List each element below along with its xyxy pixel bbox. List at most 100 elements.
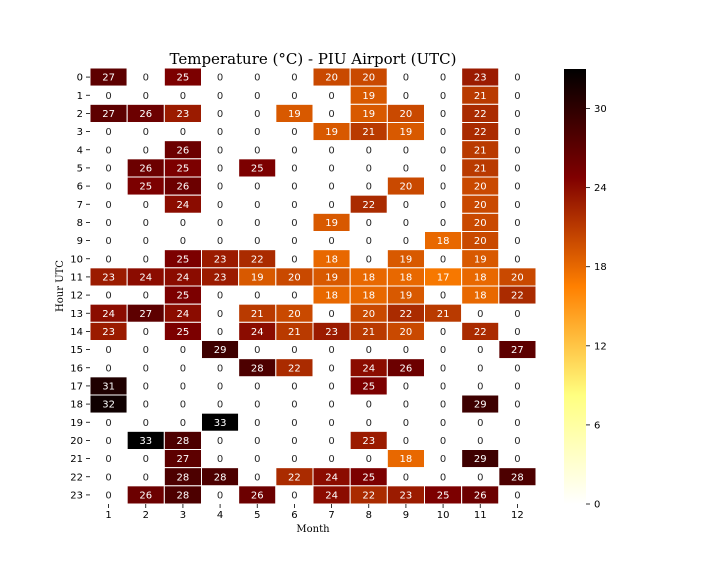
cell-value-label: 0 xyxy=(328,436,334,447)
cell-value-label: 20 xyxy=(474,200,487,211)
cell-value-label: 0 xyxy=(143,418,149,429)
x-tick-label: 12 xyxy=(511,510,524,521)
cell-value-label: 0 xyxy=(328,182,334,193)
y-tick-label: 4 xyxy=(77,145,83,156)
cell-value-label: 0 xyxy=(291,73,297,84)
cell-value-label: 0 xyxy=(105,454,111,465)
colorbar-tick-label: 0 xyxy=(594,500,600,511)
cell-value-label: 0 xyxy=(403,200,409,211)
x-axis-label: Month xyxy=(296,524,330,535)
y-axis-label: Hour UTC xyxy=(55,260,66,312)
cell-value-label: 0 xyxy=(254,418,260,429)
cell-value-label: 0 xyxy=(217,182,223,193)
cell-value-label: 0 xyxy=(254,200,260,211)
cell-value-label: 0 xyxy=(143,327,149,338)
x-tick-label: 6 xyxy=(291,510,297,521)
cell-value-label: 0 xyxy=(217,363,223,374)
cell-value-label: 0 xyxy=(105,145,111,156)
x-tick-label: 2 xyxy=(143,510,149,521)
colorbar-tick-label: 6 xyxy=(594,420,600,431)
cell-value-label: 26 xyxy=(400,363,413,374)
cell-value-label: 0 xyxy=(514,254,520,265)
cell-value-label: 0 xyxy=(217,400,223,411)
cell-value-label: 0 xyxy=(254,109,260,120)
cell-value-label: 21 xyxy=(474,163,487,174)
cell-value-label: 21 xyxy=(288,327,301,338)
cell-value-label: 0 xyxy=(328,345,334,356)
cell-value-label: 0 xyxy=(143,400,149,411)
x-tick-label: 4 xyxy=(217,510,223,521)
cell-value-label: 0 xyxy=(514,418,520,429)
cell-value-label: 0 xyxy=(514,73,520,84)
cell-value-label: 29 xyxy=(474,400,487,411)
cell-value-label: 0 xyxy=(254,91,260,102)
cell-value-label: 18 xyxy=(437,236,450,247)
cell-value-label: 0 xyxy=(403,163,409,174)
cell-value-label: 0 xyxy=(403,472,409,483)
cell-value-label: 0 xyxy=(105,363,111,374)
cell-value-label: 18 xyxy=(362,291,375,302)
cell-value-label: 23 xyxy=(102,272,115,283)
y-tick-label: 5 xyxy=(77,163,83,174)
y-tick-label: 9 xyxy=(77,236,83,247)
x-tick-label: 11 xyxy=(474,510,487,521)
cell-value-label: 21 xyxy=(362,127,375,138)
cell-value-label: 20 xyxy=(400,327,413,338)
cell-value-label: 22 xyxy=(474,109,487,120)
cell-value-label: 18 xyxy=(362,272,375,283)
x-tick-label: 7 xyxy=(328,510,334,521)
y-tick-label: 14 xyxy=(70,327,83,338)
cell-value-label: 0 xyxy=(217,200,223,211)
cell-value-label: 0 xyxy=(105,182,111,193)
y-tick-label: 2 xyxy=(77,109,83,120)
cell-value-label: 32 xyxy=(102,400,115,411)
cell-value-label: 0 xyxy=(143,454,149,465)
cell-value-label: 0 xyxy=(291,236,297,247)
y-tick-label: 19 xyxy=(70,418,83,429)
cell-value-label: 26 xyxy=(177,145,190,156)
cell-value-label: 0 xyxy=(291,454,297,465)
y-tick-label: 10 xyxy=(70,254,83,265)
cell-value-label: 25 xyxy=(362,381,375,392)
cell-value-label: 0 xyxy=(440,109,446,120)
cell-value-label: 24 xyxy=(177,200,190,211)
cell-value-label: 26 xyxy=(474,490,487,501)
cell-value-label: 0 xyxy=(291,145,297,156)
cell-value-label: 28 xyxy=(177,436,190,447)
cell-value-label: 0 xyxy=(440,291,446,302)
x-tick-label: 8 xyxy=(366,510,372,521)
cell-value-label: 0 xyxy=(440,163,446,174)
cell-value-label: 0 xyxy=(514,490,520,501)
colorbar xyxy=(564,69,586,504)
cell-value-label: 25 xyxy=(177,254,190,265)
cell-value-label: 20 xyxy=(474,218,487,229)
cell-value-label: 20 xyxy=(288,272,301,283)
cell-value-label: 0 xyxy=(514,109,520,120)
cell-value-label: 0 xyxy=(440,127,446,138)
cell-value-label: 0 xyxy=(477,363,483,374)
cell-value-label: 18 xyxy=(400,454,413,465)
y-tick-label: 23 xyxy=(70,490,83,501)
cell-value-label: 0 xyxy=(105,127,111,138)
cell-value-label: 0 xyxy=(217,127,223,138)
x-tick-label: 9 xyxy=(403,510,409,521)
cell-value-label: 0 xyxy=(440,436,446,447)
cell-value-label: 27 xyxy=(511,345,524,356)
cell-value-label: 24 xyxy=(177,272,190,283)
cell-value-label: 0 xyxy=(514,436,520,447)
cell-value-label: 19 xyxy=(325,127,338,138)
cell-value-label: 0 xyxy=(403,73,409,84)
cell-value-label: 0 xyxy=(254,236,260,247)
cell-value-label: 0 xyxy=(143,345,149,356)
cell-value-label: 23 xyxy=(325,327,338,338)
cell-value-label: 27 xyxy=(139,309,152,320)
cell-value-label: 22 xyxy=(474,127,487,138)
y-tick-label: 11 xyxy=(70,272,83,283)
cell-value-label: 0 xyxy=(440,345,446,356)
cell-value-label: 25 xyxy=(437,490,450,501)
cell-value-label: 0 xyxy=(477,381,483,392)
cell-value-label: 20 xyxy=(400,182,413,193)
cell-value-label: 22 xyxy=(511,291,524,302)
cell-value-label: 20 xyxy=(474,182,487,193)
cell-value-label: 0 xyxy=(105,91,111,102)
